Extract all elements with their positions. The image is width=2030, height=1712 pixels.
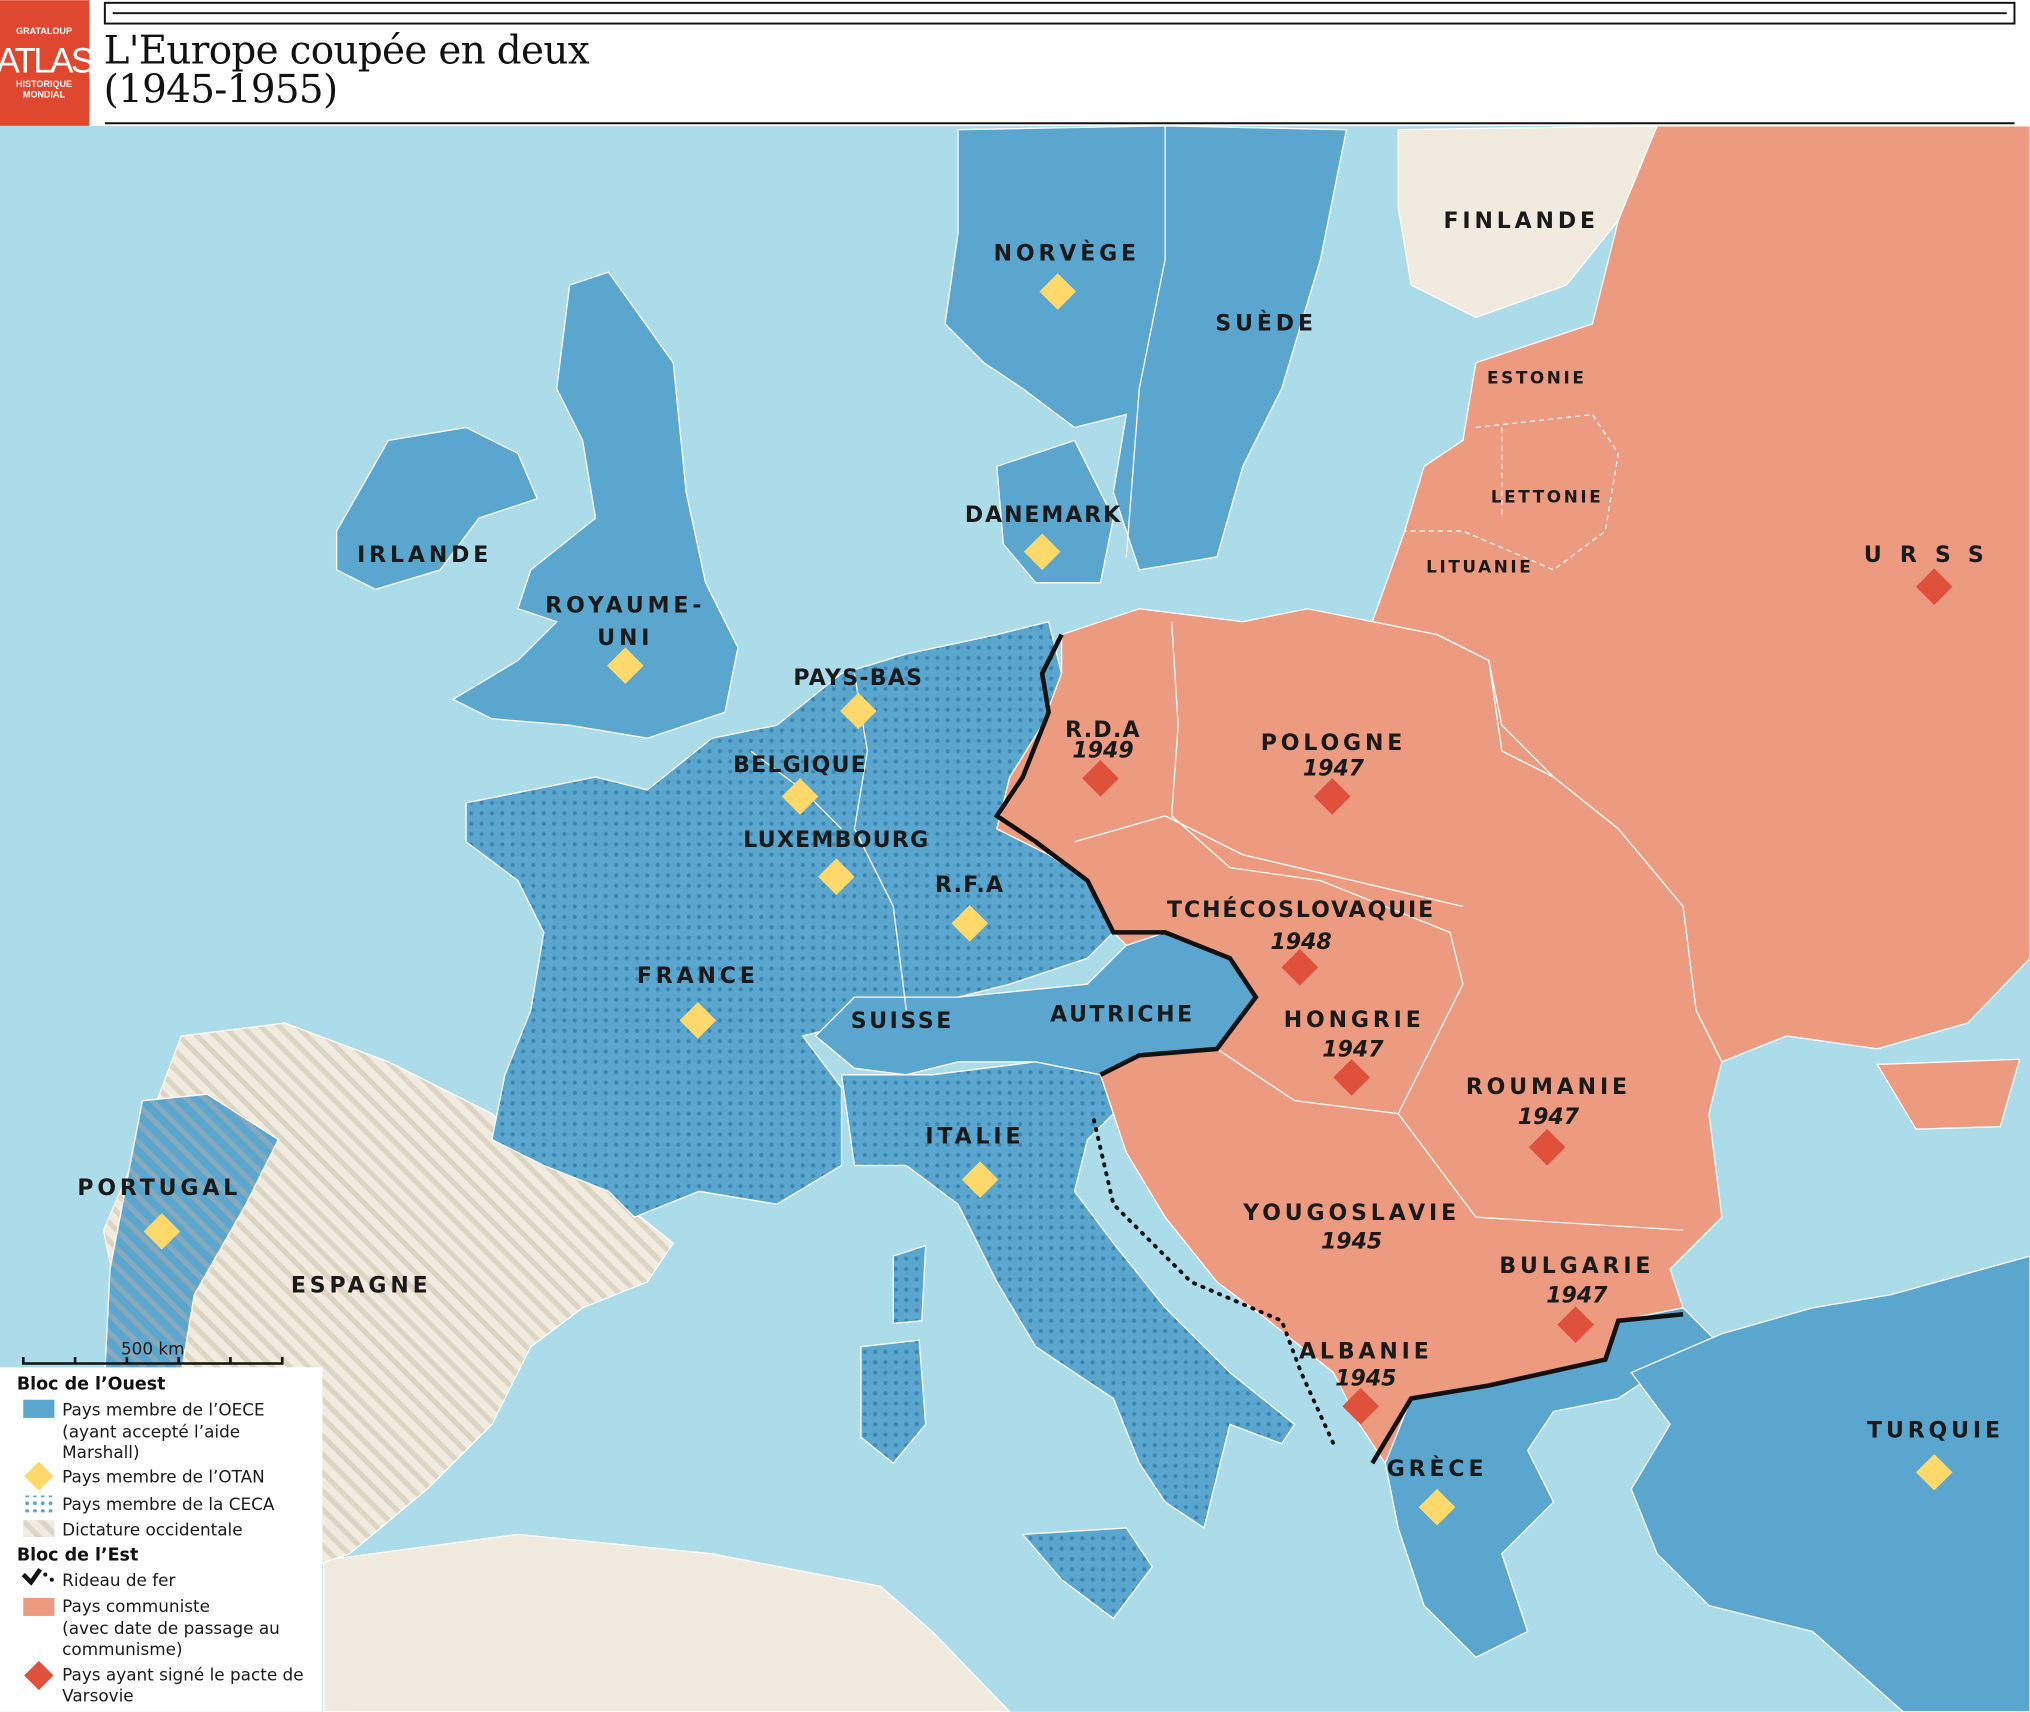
- year-tchecoslovaquie: 1948: [1270, 930, 1331, 955]
- label-rda: R.D.A: [1065, 718, 1141, 743]
- label-finlande: FINLANDE: [1443, 209, 1598, 234]
- legend-ceca-text: Pays membre de la CECA: [62, 1494, 275, 1514]
- label-pologne: POLOGNE: [1261, 731, 1406, 756]
- varsovie-diamond-albanie: [1342, 1387, 1379, 1425]
- irlande-shape: [335, 426, 539, 590]
- label-albanie: ALBANIE: [1299, 1339, 1433, 1364]
- legend-east-title: Bloc de l’Est: [17, 1545, 138, 1565]
- label-irlande: IRLANDE: [357, 543, 492, 568]
- label-pays-bas: PAYS-BAS: [793, 666, 923, 691]
- iron-curtain: [993, 633, 1684, 1465]
- label-belgique: BELGIQUE: [733, 753, 867, 778]
- year-roumanie: 1947: [1518, 1105, 1580, 1130]
- legend-communiste-text: (avec date de passage au: [62, 1618, 280, 1638]
- sardaigne-shape: [860, 1339, 927, 1465]
- varsovie-diamond-bulgarie: [1557, 1306, 1594, 1343]
- label-hongrie: HONGRIE: [1284, 1008, 1425, 1033]
- legend-otan-text: Pays membre de l’OTAN: [62, 1467, 265, 1487]
- svg-text:MONDIAL: MONDIAL: [23, 89, 66, 99]
- label-lettonie: LETTONIE: [1491, 487, 1603, 507]
- year-hongrie: 1947: [1322, 1038, 1384, 1063]
- legend-rideau-text: Rideau de fer: [62, 1570, 175, 1590]
- header: GRATALOUP ATLAS HISTORIQUE MONDIAL L'Eur…: [0, 0, 2030, 126]
- label-royaume-uni-2: UNI: [597, 626, 653, 651]
- label-urss: URSS: [1864, 543, 2002, 568]
- label-espagne: ESPAGNE: [291, 1273, 432, 1298]
- scandinavie-shape: [944, 125, 1348, 571]
- otan-diamond-royaume-uni: [607, 647, 644, 684]
- land: [102, 125, 2030, 1712]
- svg-text:ATLAS: ATLAS: [0, 42, 93, 81]
- legend-dictature-swatch: [23, 1520, 55, 1537]
- otan-diamond-italie: [961, 1161, 999, 1198]
- label-portugal: PORTUGAL: [77, 1176, 241, 1201]
- svg-text:HISTORIQUE: HISTORIQUE: [16, 79, 72, 89]
- year-pologne: 1947: [1303, 757, 1365, 782]
- legend-varsovie-text: Varsovie: [62, 1685, 134, 1705]
- legend-oece-text: Marshall): [62, 1442, 139, 1462]
- label-grece: GRÈCE: [1387, 1456, 1488, 1482]
- year-albanie: 1945: [1335, 1367, 1396, 1392]
- label-norvege: NORVÈGE: [994, 240, 1140, 266]
- label-danemark: DANEMARK: [965, 503, 1122, 528]
- legend-communiste-text: Pays communiste: [62, 1596, 210, 1616]
- year-rda: 1949: [1072, 739, 1133, 764]
- atlas-logo: GRATALOUP ATLAS HISTORIQUE MONDIAL: [0, 0, 95, 126]
- royaume-uni-shape: [451, 271, 739, 739]
- crimee-shape: [1876, 1058, 2021, 1130]
- label-suede: SUÈDE: [1215, 310, 1316, 336]
- portugal-shape: [102, 1093, 280, 1426]
- legend: Bloc de l’Ouest Pays membre de l’OECE (a…: [0, 1367, 323, 1712]
- scale-label: 500 km: [121, 1338, 185, 1358]
- year-yougoslavie: 1945: [1321, 1229, 1382, 1254]
- label-turquie: TURQUIE: [1867, 1418, 2004, 1443]
- legend-communiste-swatch: [23, 1597, 55, 1616]
- year-bulgarie: 1947: [1546, 1284, 1608, 1309]
- legend-oece-swatch: [23, 1399, 55, 1418]
- label-lituanie: LITUANIE: [1426, 556, 1533, 576]
- label-france: FRANCE: [637, 964, 759, 989]
- country-labels: NORVÈGE SUÈDE FINLANDE ESTONIE LETTONIE …: [77, 209, 2004, 1482]
- svg-text:GRATALOUP: GRATALOUP: [16, 26, 72, 36]
- label-yougoslavie: YOUGOSLAVIE: [1242, 1201, 1460, 1226]
- label-bulgarie: BULGARIE: [1499, 1254, 1654, 1279]
- label-tchecoslovaquie: TCHÉCOSLOVAQUIE: [1167, 897, 1435, 923]
- legend-west-title: Bloc de l’Ouest: [17, 1374, 166, 1394]
- legend-oece-text: Pays membre de l’OECE: [62, 1399, 265, 1419]
- legend-ceca-swatch: [23, 1495, 55, 1513]
- legend-varsovie-text: Pays ayant signé le pacte de: [62, 1665, 303, 1685]
- varsovie-diamond-roumanie: [1528, 1128, 1566, 1166]
- label-estonie: ESTONIE: [1487, 367, 1586, 387]
- label-rfa: R.F.A: [935, 873, 1004, 898]
- page-subtitle: (1945-1955): [104, 68, 338, 113]
- legend-communiste-text: communisme): [62, 1639, 182, 1659]
- label-luxembourg: LUXEMBOURG: [743, 828, 929, 853]
- otan-diamond-norvege: [1039, 273, 1077, 310]
- label-autriche: AUTRICHE: [1050, 1003, 1195, 1028]
- legend-dictature-text: Dictature occidentale: [62, 1520, 242, 1540]
- page-title: L'Europe coupée en deux: [104, 29, 590, 74]
- danemark-shape: [996, 439, 1115, 584]
- otan-diamond-france: [679, 1002, 717, 1039]
- label-italie: ITALIE: [925, 1124, 1024, 1149]
- corse-shape: [892, 1244, 927, 1325]
- legend-oece-text: (ayant accepté l’aide: [62, 1421, 240, 1441]
- legend-rideau-icon: [21, 1568, 54, 1586]
- sicile-shape: [1021, 1527, 1154, 1620]
- ceca-shape: [465, 620, 1115, 1218]
- label-suisse: SUISSE: [851, 1009, 954, 1034]
- borders: [750, 125, 1684, 1231]
- label-royaume-uni-1: ROYAUME-: [545, 594, 705, 619]
- label-roumanie: ROUMANIE: [1466, 1075, 1631, 1100]
- scale-bar: 500 km: [22, 1338, 284, 1365]
